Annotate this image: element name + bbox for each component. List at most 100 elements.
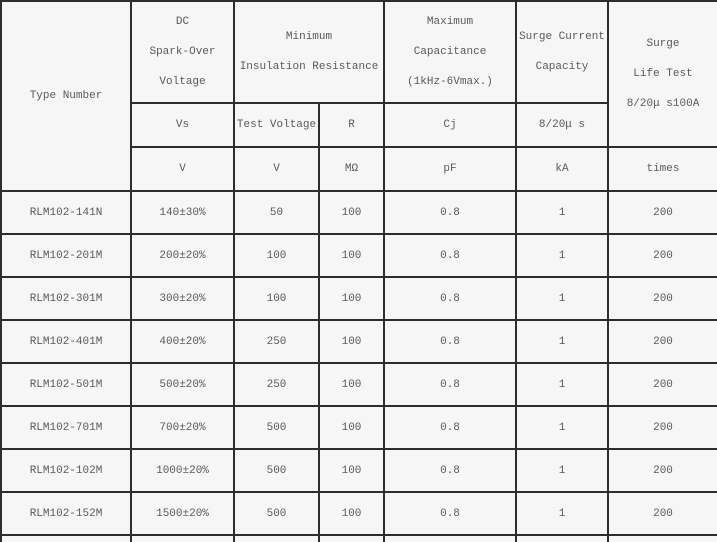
cell-surge-current: 1 <box>515 233 609 278</box>
cell-cj: 0.8 <box>383 405 517 450</box>
cell-cj: 0.8 <box>383 448 517 493</box>
cell-life-test: 200 <box>607 491 717 536</box>
cell-test-voltage: 100 <box>233 276 320 321</box>
symbol-test-voltage: Test Voltage <box>233 102 320 148</box>
cell-test-voltage: 50 <box>233 190 320 235</box>
col-header-max-capacitance: Maximum Capacitance (1kHz-6Vmax.) <box>383 0 517 104</box>
cell-life-test: 200 <box>607 319 717 364</box>
header-line: Capacity <box>535 61 589 73</box>
spec-table-body: RLM102-141N 140±30% 50 100 0.8 1 200 RLM102-201… <box>0 190 717 542</box>
cell-life-test: 200 <box>607 190 717 235</box>
cell-type-number: RLM102-701M <box>0 405 132 450</box>
spec-table-header: Type Number DC Spark-Over Voltage Minimu… <box>0 0 717 192</box>
table-row: RLM102-701M 700±20% 500 100 0.8 1 200 <box>0 405 717 450</box>
cell-surge-current: 1 <box>515 319 609 364</box>
cell-type-number: RLM102-501M <box>0 362 132 407</box>
cell-empty <box>130 534 235 542</box>
cell-cj: 0.8 <box>383 190 517 235</box>
cell-surge-current: 1 <box>515 362 609 407</box>
cell-r: 100 <box>318 362 385 407</box>
header-line: (1kHz-6Vmax.) <box>407 76 493 88</box>
cell-empty <box>0 534 132 542</box>
cell-r: 100 <box>318 190 385 235</box>
cell-empty <box>515 534 609 542</box>
symbol-vs: Vs <box>130 102 235 148</box>
cell-vs: 1500±20% <box>130 491 235 536</box>
cell-r: 100 <box>318 233 385 278</box>
cell-cj: 0.8 <box>383 491 517 536</box>
cell-type-number: RLM102-201M <box>0 233 132 278</box>
cell-vs: 300±20% <box>130 276 235 321</box>
cell-life-test: 200 <box>607 448 717 493</box>
unit-r: MΩ <box>318 146 385 192</box>
cell-r: 100 <box>318 448 385 493</box>
table-row: RLM102-201M 200±20% 100 100 0.8 1 200 <box>0 233 717 278</box>
cell-life-test: 200 <box>607 405 717 450</box>
cell-vs: 500±20% <box>130 362 235 407</box>
cell-surge-current: 1 <box>515 276 609 321</box>
unit-test-voltage: V <box>233 146 320 192</box>
cell-test-voltage: 250 <box>233 362 320 407</box>
col-header-min-insulation-resistance: Minimum Insulation Resistance <box>233 0 385 104</box>
table-row: RLM102-301M 300±20% 100 100 0.8 1 200 <box>0 276 717 321</box>
header-line: Life Test <box>633 68 693 80</box>
unit-cj: pF <box>383 146 517 192</box>
cell-type-number: RLM102-102M <box>0 448 132 493</box>
cell-type-number: RLM102-141N <box>0 190 132 235</box>
table-row: RLM102-102M 1000±20% 500 100 0.8 1 200 <box>0 448 717 493</box>
cell-vs: 400±20% <box>130 319 235 364</box>
table-row-partial <box>0 534 717 542</box>
cell-life-test: 200 <box>607 362 717 407</box>
cell-r: 100 <box>318 405 385 450</box>
cell-empty <box>607 534 717 542</box>
cell-surge-current: 1 <box>515 190 609 235</box>
cell-life-test: 200 <box>607 276 717 321</box>
cell-cj: 0.8 <box>383 233 517 278</box>
unit-surge-current: kA <box>515 146 609 192</box>
cell-r: 100 <box>318 276 385 321</box>
cell-life-test: 200 <box>607 233 717 278</box>
unit-vs: V <box>130 146 235 192</box>
cell-r: 100 <box>318 319 385 364</box>
cell-type-number: RLM102-401M <box>0 319 132 364</box>
cell-type-number: RLM102-301M <box>0 276 132 321</box>
header-line: Voltage <box>159 76 206 88</box>
cell-empty <box>318 534 385 542</box>
table-row: RLM102-152M 1500±20% 500 100 0.8 1 200 <box>0 491 717 536</box>
col-header-surge-life-test: Surge Life Test 8/20μ s100A <box>607 0 717 148</box>
symbol-cj: Cj <box>383 102 517 148</box>
cell-test-voltage: 250 <box>233 319 320 364</box>
header-line: 8/20μ s100A <box>626 98 700 110</box>
cell-cj: 0.8 <box>383 276 517 321</box>
table-row: RLM102-501M 500±20% 250 100 0.8 1 200 <box>0 362 717 407</box>
header-line: Maximum <box>426 16 474 28</box>
header-line: Minimum <box>285 31 333 43</box>
cell-vs: 200±20% <box>130 233 235 278</box>
unit-life-test: times <box>607 146 717 192</box>
header-row-titles: Type Number DC Spark-Over Voltage Minimu… <box>0 0 717 192</box>
cell-surge-current: 1 <box>515 491 609 536</box>
cell-test-voltage: 100 <box>233 233 320 278</box>
header-line: Insulation Resistance <box>239 61 379 73</box>
cell-type-number: RLM102-152M <box>0 491 132 536</box>
col-header-type-number: Type Number <box>0 0 132 192</box>
header-row-symbols: Vs Test Voltage R Cj 8/20μ s <box>1 102 717 148</box>
cell-test-voltage: 500 <box>233 491 320 536</box>
cell-test-voltage: 500 <box>233 405 320 450</box>
cell-empty <box>383 534 517 542</box>
cell-cj: 0.8 <box>383 362 517 407</box>
cell-r: 100 <box>318 491 385 536</box>
table-row: RLM102-141N 140±30% 50 100 0.8 1 200 <box>0 190 717 235</box>
header-line: Surge <box>646 38 680 50</box>
cell-surge-current: 1 <box>515 405 609 450</box>
col-header-surge-current-capacity: Surge Current Capacity <box>515 0 609 104</box>
header-line: Spark-Over <box>149 46 216 58</box>
symbol-surge-waveform: 8/20μ s <box>515 102 609 148</box>
cell-empty <box>233 534 320 542</box>
header-line: DC <box>175 16 190 28</box>
cell-vs: 140±30% <box>130 190 235 235</box>
cell-surge-current: 1 <box>515 448 609 493</box>
cell-vs: 1000±20% <box>130 448 235 493</box>
symbol-r: R <box>318 102 385 148</box>
